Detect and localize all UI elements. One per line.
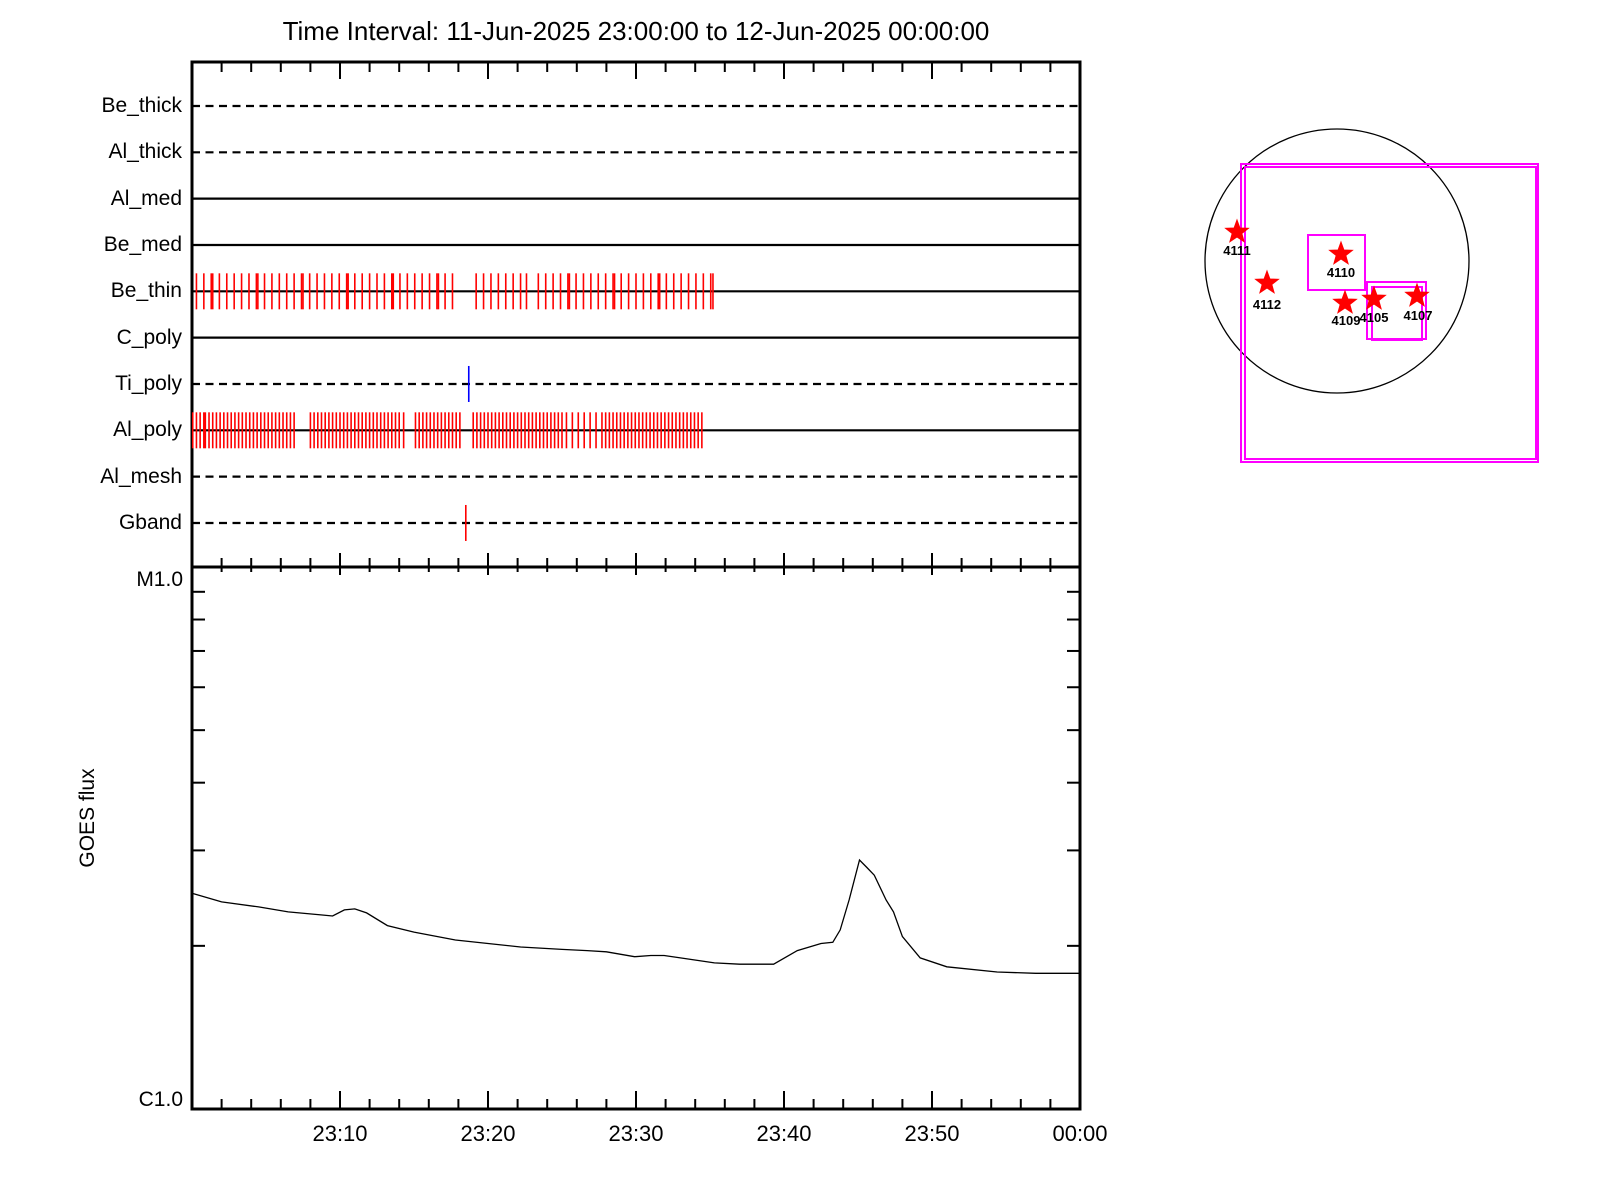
x-tick-label-23:10: 23:10	[312, 1121, 368, 1146]
active-region-star-4110	[1328, 240, 1354, 265]
active-region-star-4109	[1332, 289, 1358, 314]
filter-label-C_poly: C_poly	[116, 325, 182, 349]
filter-label-Be_thin: Be_thin	[110, 279, 182, 303]
x-tick-label-23:30: 23:30	[608, 1121, 664, 1146]
filter-label-Be_med: Be_med	[103, 232, 182, 256]
x-tick-label-23:20: 23:20	[460, 1121, 516, 1146]
filter-label-Al_poly: Al_poly	[113, 418, 182, 442]
active-region-label-4112: 4112	[1252, 297, 1282, 312]
active-region-star-4107	[1404, 282, 1430, 307]
fov-box	[1307, 234, 1366, 291]
fov-box	[1240, 163, 1539, 463]
active-region-label-4107: 4107	[1403, 308, 1433, 323]
filter-label-Al_thick: Al_thick	[108, 140, 182, 164]
filter-label-Be_thick: Be_thick	[101, 94, 182, 117]
filter-label-Al_med: Al_med	[110, 186, 182, 210]
plot-title: Time Interval: 11-Jun-2025 23:00:00 to 1…	[282, 16, 990, 46]
filter-panel-border	[190, 60, 1082, 569]
active-region-label-4111: 4111	[1223, 243, 1251, 258]
active-region-label-4105: 4105	[1359, 310, 1389, 325]
solar-disk	[1204, 128, 1470, 394]
x-tick-label-23:40: 23:40	[756, 1121, 812, 1146]
fov-box	[1244, 166, 1537, 460]
active-region-label-4109: 4109	[1331, 313, 1361, 328]
goes-flux-curve	[191, 858, 1080, 974]
goes-ymin-label: C1.0	[138, 1088, 183, 1111]
filter-label-Ti_poly: Ti_poly	[115, 371, 182, 395]
active-region-star-4112	[1254, 269, 1280, 294]
filter-label-Al_mesh: Al_mesh	[100, 464, 182, 488]
goes-ymax-label: M1.0	[136, 568, 183, 591]
active-region-label-4110: 4110	[1326, 265, 1356, 280]
active-region-star-4111	[1224, 218, 1250, 243]
filter-label-Gband: Gband	[118, 510, 182, 534]
goes-flux-axis-label: GOES flux	[76, 768, 99, 868]
x-tick-label-00:00: 00:00	[1052, 1121, 1108, 1146]
goes-panel-border	[190, 565, 1082, 1111]
active-region-star-4105	[1361, 285, 1387, 310]
x-tick-label-23:50: 23:50	[904, 1121, 960, 1146]
fov-box	[1371, 286, 1423, 341]
